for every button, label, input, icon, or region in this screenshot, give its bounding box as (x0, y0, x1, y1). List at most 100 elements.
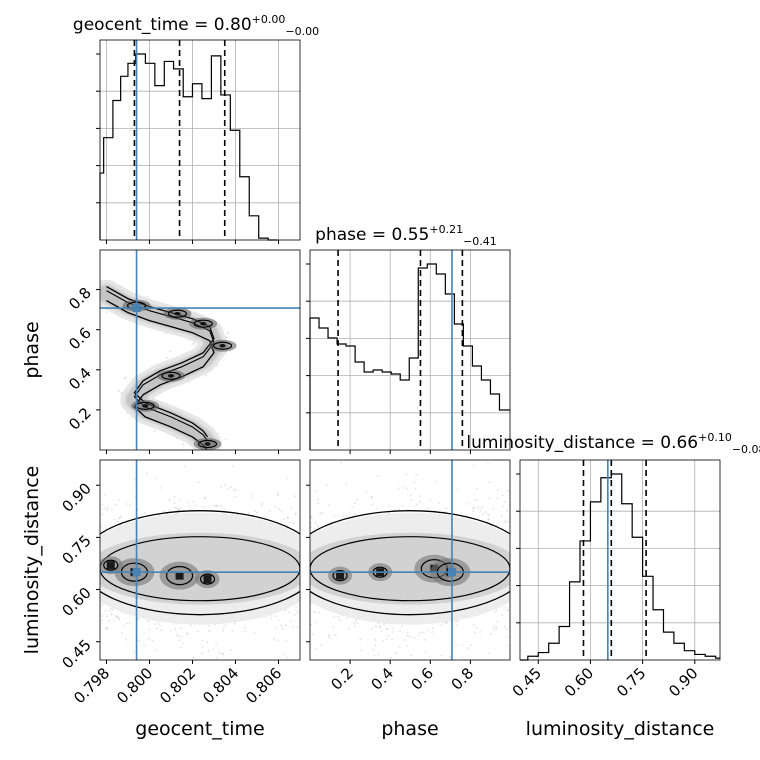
sample-point (488, 514, 490, 516)
sample-point (110, 613, 113, 615)
hist-bin (590, 502, 600, 660)
sample-point (112, 619, 115, 622)
sample-point (111, 608, 114, 611)
sample-point (118, 617, 121, 619)
sample-point (137, 508, 140, 511)
x-tick-label: 0.4 (367, 664, 397, 694)
sample-point (115, 614, 118, 617)
hist-step (520, 473, 720, 661)
sample-point (203, 506, 206, 509)
sample-point (235, 489, 237, 491)
sample-point (182, 443, 185, 446)
sample-point (496, 524, 499, 527)
sample-point (413, 481, 416, 484)
sample-point (506, 510, 509, 512)
hist-bin (549, 643, 559, 660)
sample-point (224, 483, 227, 486)
sample-point (318, 611, 321, 614)
sample-point (332, 625, 335, 628)
sample-point (328, 503, 331, 506)
sample-point (495, 624, 497, 627)
sample-point (320, 644, 323, 647)
sample-point (230, 486, 233, 488)
sample-point (197, 481, 200, 484)
sample-point (222, 626, 225, 629)
sample-point (162, 510, 165, 513)
sample-point (125, 638, 128, 641)
sample-point (207, 650, 210, 653)
hist-bin (570, 582, 580, 660)
sample-point (157, 621, 159, 624)
hist-bin (113, 101, 121, 241)
x-tick-label: 0.2 (327, 664, 357, 694)
sample-point (215, 453, 217, 455)
sample-point (118, 390, 121, 392)
x-axis-label-luminosity_distance: luminosity_distance (526, 718, 715, 740)
sample-point (155, 627, 158, 630)
sample-point (314, 648, 317, 650)
sample-point (154, 477, 157, 480)
sample-point (333, 515, 336, 517)
sample-point (230, 648, 232, 651)
sample-point (334, 634, 337, 636)
sample-point (488, 481, 491, 484)
hist-bin (580, 541, 590, 660)
sample-point (354, 621, 357, 624)
sample-point (387, 634, 390, 637)
sample-point (114, 504, 117, 506)
sample-point (234, 495, 237, 498)
sample-point (495, 609, 498, 612)
hist-bin (674, 643, 684, 660)
sample-point (410, 494, 412, 497)
sample-point (405, 473, 408, 476)
sample-point (415, 473, 418, 476)
sample-point (175, 507, 178, 510)
sample-point (316, 498, 319, 501)
sample-point (110, 613, 113, 616)
sample-point (325, 484, 328, 487)
sample-point (100, 604, 103, 607)
sample-point (208, 630, 211, 632)
hist-bin (436, 274, 445, 450)
hist-bin (538, 653, 548, 660)
sample-point (496, 620, 499, 623)
x-tick-label: 0.798 (70, 664, 113, 707)
sample-point (106, 506, 109, 509)
sample-point (406, 635, 409, 638)
sample-point (105, 628, 108, 631)
sample-point (104, 527, 107, 530)
hist-bin (611, 474, 621, 660)
sample-point (423, 638, 426, 641)
hist-bin (427, 264, 436, 450)
sample-point (505, 644, 508, 647)
sample-point (353, 622, 355, 625)
sample-point (147, 637, 150, 640)
sample-point (345, 514, 347, 517)
sample-point (223, 507, 226, 510)
sample-point (106, 508, 109, 511)
sample-point (359, 638, 362, 641)
axis-labels: geocent_time phase luminosity_distancephas… (21, 321, 714, 740)
y-tick-label: 0.60 (58, 584, 94, 620)
sample-point (473, 631, 476, 634)
sample-point (277, 492, 280, 495)
sample-point (235, 664, 237, 666)
sample-point (251, 496, 254, 499)
sample-point (175, 512, 178, 514)
sample-point (166, 356, 169, 359)
sample-point (233, 622, 236, 625)
sample-point (476, 499, 479, 502)
sample-point (493, 629, 496, 632)
sample-point (375, 625, 378, 628)
contour-peak (199, 573, 216, 585)
sample-point (212, 648, 215, 651)
hist-bin (164, 61, 173, 240)
contour-upper (106, 286, 215, 438)
sample-point (351, 506, 354, 508)
sample-point (231, 630, 234, 633)
sample-point (137, 639, 140, 642)
x-axis-label-phase: phase (381, 718, 438, 740)
sample-point (213, 624, 216, 626)
hist-bin (355, 362, 364, 450)
sample-point (503, 625, 506, 628)
